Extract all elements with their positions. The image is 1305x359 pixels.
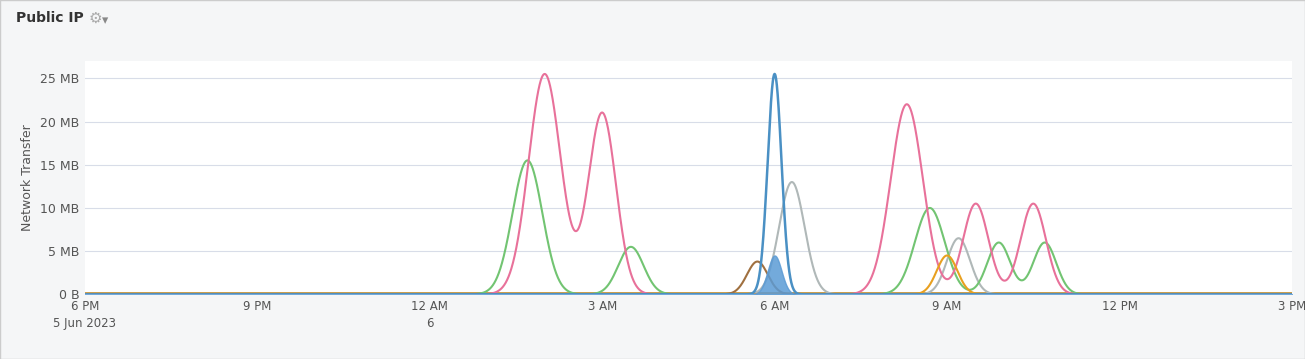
Text: Public IP: Public IP (16, 11, 84, 25)
Text: ⚙: ⚙ (89, 11, 102, 26)
Y-axis label: Network Transfer: Network Transfer (21, 124, 34, 231)
Text: ▾: ▾ (102, 14, 108, 27)
